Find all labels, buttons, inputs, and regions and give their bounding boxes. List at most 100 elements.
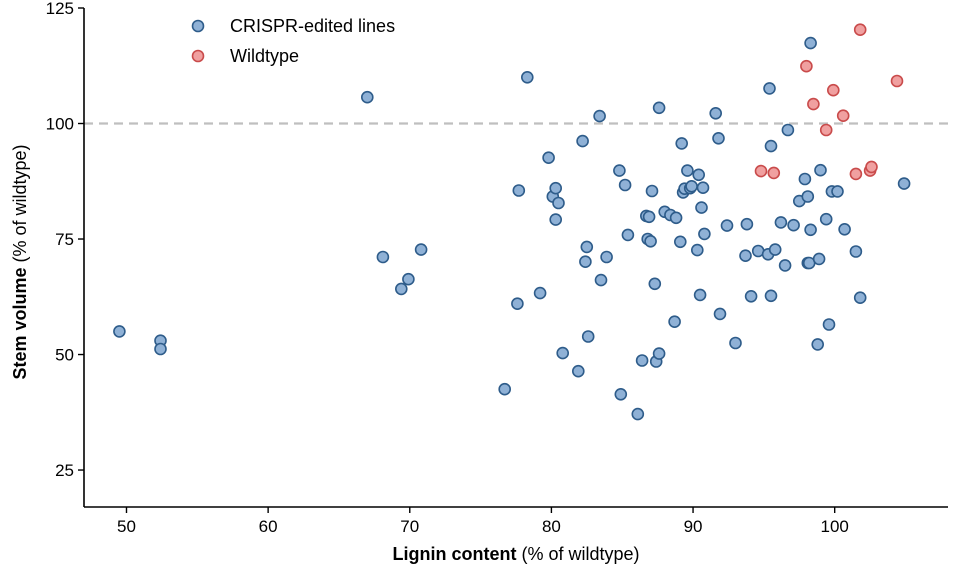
crispr-point — [648, 277, 662, 291]
crispr-point — [853, 291, 867, 305]
x-axis-title-bold: Lignin content — [392, 544, 516, 564]
wildtype-point — [819, 123, 833, 137]
crispr-point — [631, 407, 645, 421]
crispr-point — [764, 289, 778, 303]
crispr-point — [744, 289, 758, 303]
crispr-point — [154, 342, 167, 356]
wildtype-point — [807, 97, 820, 111]
x-tick-label: 80 — [542, 517, 561, 536]
crispr-point — [571, 364, 585, 378]
crispr-point — [804, 36, 817, 50]
crispr-point — [778, 259, 792, 272]
y-tick-label: 125 — [46, 0, 74, 18]
crispr-point — [764, 139, 778, 153]
wildtype-point — [890, 74, 904, 88]
crispr-point — [690, 243, 704, 257]
crispr-point — [740, 217, 754, 231]
legend-marker-wildtype — [191, 49, 205, 63]
crispr-point — [774, 216, 788, 229]
crispr-point — [763, 82, 776, 95]
crispr-point — [713, 307, 727, 321]
crispr-point — [579, 255, 592, 269]
x-tick-label: 70 — [400, 517, 419, 536]
crispr-point — [614, 387, 628, 401]
crispr-point — [739, 249, 752, 262]
y-axis-title: Stem volume (% of wildtype) — [10, 144, 30, 379]
crispr-point — [849, 245, 863, 258]
crispr-point — [801, 190, 815, 203]
wildtype-point — [849, 167, 863, 181]
crispr-point — [681, 164, 694, 177]
crispr-point — [673, 235, 687, 249]
crispr-point — [642, 210, 656, 224]
crispr-point — [552, 196, 565, 210]
crispr-point — [675, 137, 689, 150]
wildtype-point — [767, 166, 781, 180]
crispr-point — [814, 163, 827, 177]
crispr-point — [787, 218, 800, 232]
crispr-point — [512, 184, 526, 197]
crispr-point — [556, 346, 570, 360]
crispr-point — [376, 250, 390, 264]
x-axis-title-unit: (% of wildtype) — [516, 544, 639, 564]
crispr-point — [838, 223, 851, 236]
crispr-point — [645, 184, 659, 198]
crispr-point — [520, 71, 534, 84]
wildtype-point — [836, 109, 850, 122]
crispr-point — [712, 132, 725, 145]
crispr-point — [696, 181, 710, 194]
wildtype-point — [853, 23, 867, 37]
crispr-point — [685, 180, 698, 193]
legend-label-wildtype: Wildtype — [230, 46, 299, 66]
y-tick-label: 25 — [55, 461, 74, 480]
crispr-point — [812, 252, 826, 266]
crispr-point — [698, 227, 711, 241]
x-tick-label: 90 — [684, 517, 703, 536]
crispr-point — [498, 382, 512, 396]
crispr-point — [576, 134, 589, 148]
crispr-point — [414, 243, 428, 256]
crispr-point — [729, 336, 742, 350]
wildtype-point — [754, 164, 768, 178]
legend: CRISPR-edited lines Wildtype — [191, 16, 395, 66]
crispr-point — [613, 164, 626, 177]
crispr-point — [652, 347, 666, 360]
wildtype-point — [800, 59, 813, 73]
crispr-point — [819, 212, 833, 226]
crispr-point — [549, 181, 563, 195]
crispr-point — [644, 235, 657, 248]
crispr-point — [693, 288, 707, 302]
x-tick-label: 100 — [821, 517, 849, 536]
crispr-point — [720, 219, 734, 232]
crispr-point — [594, 273, 608, 287]
wildtype-point — [865, 160, 878, 174]
crispr-point — [831, 185, 844, 198]
crispr-point — [618, 178, 632, 192]
crispr-point — [533, 286, 547, 300]
crispr-point — [897, 177, 911, 190]
crispr-point — [360, 90, 374, 104]
crispr-point — [768, 243, 782, 256]
crispr-point — [811, 338, 825, 351]
crispr-point — [692, 168, 706, 182]
y-tick-label: 75 — [55, 230, 74, 249]
crispr-point — [593, 109, 606, 123]
y-axis-title-unit: (% of wildtype) — [10, 144, 30, 267]
crispr-point — [113, 325, 126, 338]
crispr-point — [798, 172, 812, 186]
crispr-point — [669, 211, 683, 225]
y-tick-label: 100 — [46, 115, 74, 134]
x-tick-label: 50 — [117, 517, 136, 536]
crispr-point — [781, 123, 795, 137]
x-axis-title: Lignin content (% of wildtype) — [392, 544, 639, 564]
crispr-point — [804, 223, 817, 237]
crispr-point — [822, 318, 836, 331]
wildtype-point — [826, 83, 840, 97]
axes-layer — [83, 8, 948, 508]
crispr-point — [600, 250, 613, 264]
y-tick-label: 50 — [55, 346, 74, 365]
crispr-point — [635, 354, 649, 367]
legend-marker-crispr — [191, 19, 205, 33]
crispr-point — [695, 201, 708, 214]
